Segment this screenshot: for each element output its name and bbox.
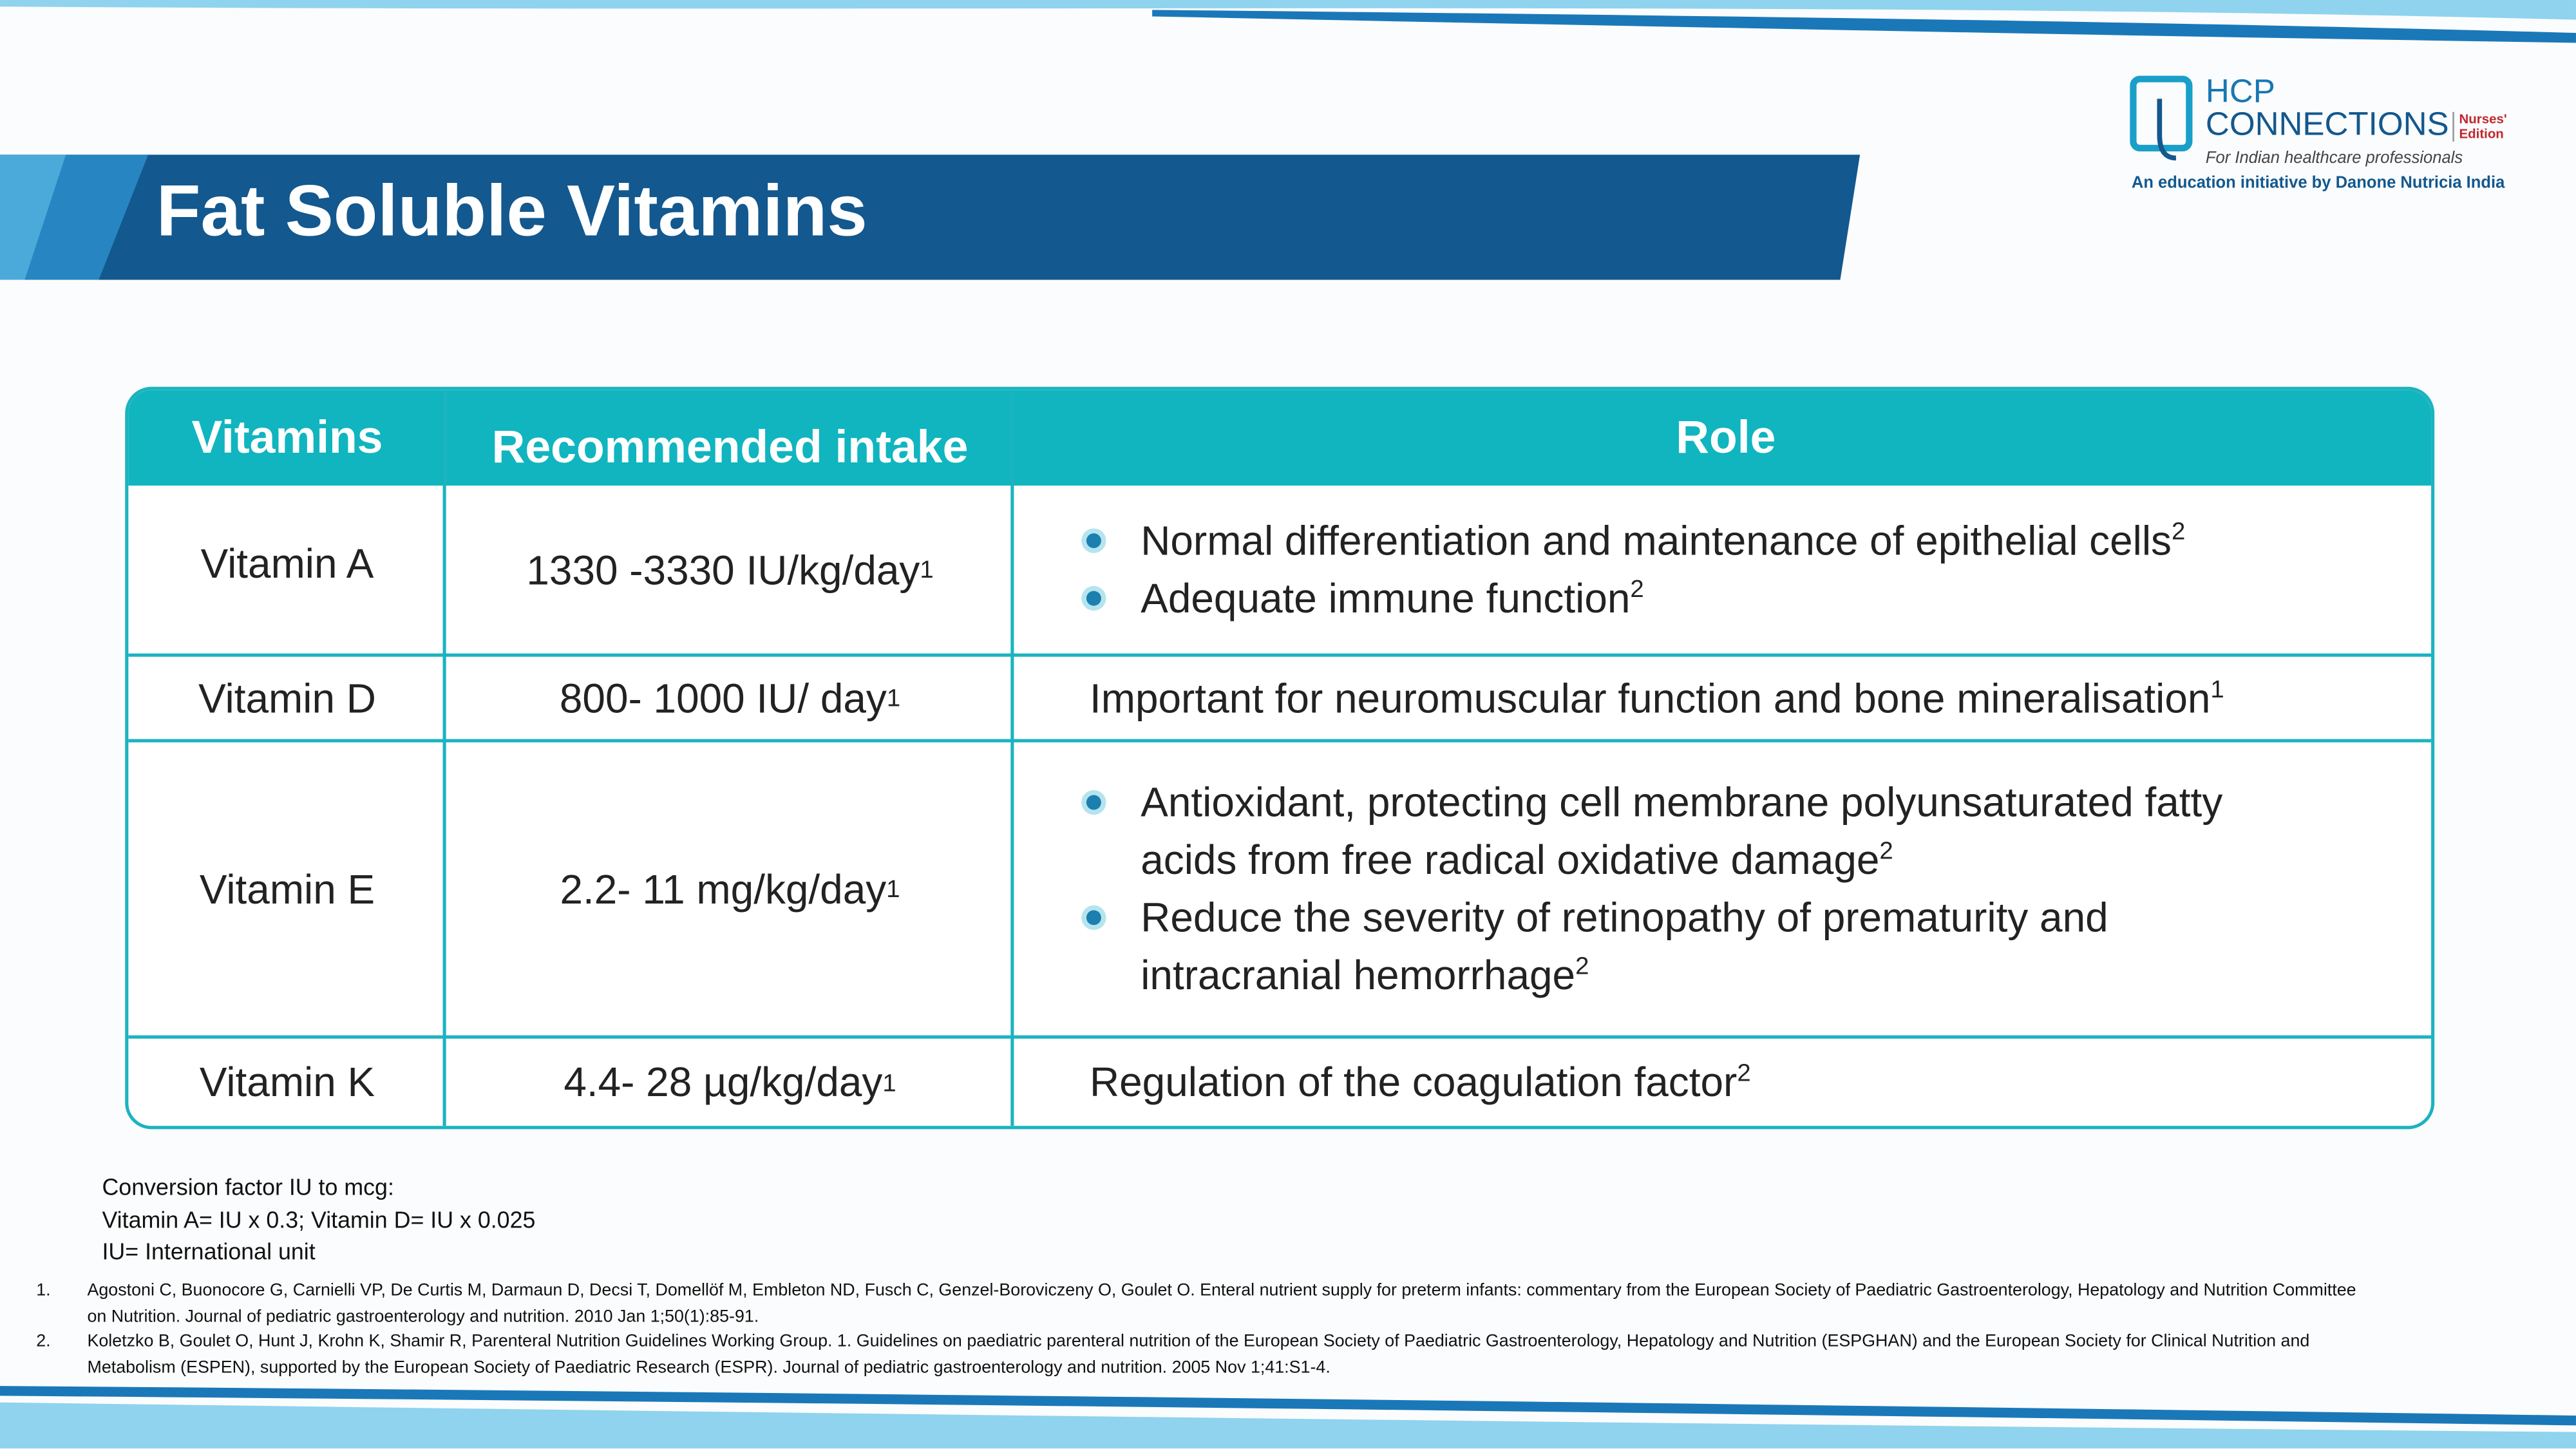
intake-text: 4.4- 28 µg/kg/day <box>564 1059 883 1106</box>
role-cell: Antioxidant, protecting cell membrane po… <box>1014 743 2431 1039</box>
role-ref: 2 <box>1879 837 1893 866</box>
intake-text: 2.2- 11 mg/kg/day <box>560 866 887 913</box>
role-cell: Regulation of the coagulation factor2 <box>1014 1039 2431 1126</box>
header-cell: Recommended intake <box>446 390 1014 486</box>
reference: 2. Koletzko B, Goulet O, Hunt J, Krohn K,… <box>36 1330 2357 1381</box>
vitamin-cell: Vitamin K <box>199 1059 375 1106</box>
intake-cell: 2.2- 11 mg/kg/day 1 <box>446 743 1014 1039</box>
intake-text: 800- 1000 IU/ day <box>559 676 887 722</box>
reference-text: Agostoni C, Buonocore G, Carnielli VP, D… <box>87 1280 2356 1326</box>
slide-title: Fat Soluble Vitamins <box>156 171 867 252</box>
role-list: Antioxidant, protecting cell membrane po… <box>1086 775 2239 1006</box>
role-item: Adequate immune function2 <box>1086 571 2185 629</box>
role-list: Normal differentiation and maintenance o… <box>1086 513 2185 629</box>
intake-cell: 4.4- 28 µg/kg/day 1 <box>446 1039 1014 1126</box>
logo-connections: CONNECTIONS <box>2205 107 2449 144</box>
reference: 1. Agostoni C, Buonocore G, Carnielli VP,… <box>36 1279 2357 1330</box>
references: 1. Agostoni C, Buonocore G, Carnielli VP,… <box>36 1279 2357 1381</box>
reference-number: 1. <box>36 1280 51 1301</box>
row-divider <box>128 739 2432 743</box>
intake-text: 1330 -3330 IU/kg/day <box>526 547 920 594</box>
note-line: Conversion factor IU to mcg: <box>102 1173 394 1200</box>
logo-edition: Nurses' Edition <box>2452 111 2515 142</box>
role-cell: Normal differentiation and maintenance o… <box>1014 486 2431 657</box>
role-text: Normal differentiation and maintenance o… <box>1141 518 2172 565</box>
role-item: Reduce the severity of retinopathy of pr… <box>1086 891 2239 1006</box>
role-item: Antioxidant, protecting cell membrane po… <box>1086 775 2239 891</box>
logo-tagline: For Indian healthcare professionals <box>2205 149 2463 168</box>
role-ref: 1 <box>2210 675 2224 703</box>
role-cell: Important for neuromuscular function and… <box>1014 657 2431 743</box>
vitamin-cell: Vitamin E <box>199 866 375 913</box>
role-text: Regulation of the coagulation factor <box>1090 1059 1738 1106</box>
role-text: Important for neuromuscular function and… <box>1090 676 2211 722</box>
role-text: Adequate immune function <box>1141 576 1631 623</box>
notes: Conversion factor IU to mcg: Vitamin A= I… <box>102 1172 535 1269</box>
role-ref: 2 <box>1737 1059 1751 1088</box>
reference-text: Koletzko B, Goulet O, Hunt J, Krohn K, S… <box>87 1331 2310 1378</box>
reference-number: 2. <box>36 1331 51 1352</box>
vitamin-cell: Vitamin D <box>198 676 376 722</box>
logo-hcp: HCP <box>2205 74 2275 111</box>
row-divider <box>128 653 2432 657</box>
logo-initiative: An education initiative by Danone Nutric… <box>2131 174 2505 193</box>
role-item: Normal differentiation and maintenance o… <box>1086 513 2185 571</box>
intake-cell: 800- 1000 IU/ day 1 <box>446 657 1014 743</box>
intake-cell: 1330 -3330 IU/kg/day 1 <box>446 486 1014 657</box>
row-divider <box>128 1035 2432 1039</box>
note-line: IU= International unit <box>102 1238 316 1264</box>
header-cell: Role <box>1014 390 2432 486</box>
role-ref: 2 <box>2171 518 2186 546</box>
role-ref: 2 <box>1630 575 1644 604</box>
role-ref: 2 <box>1575 952 1589 981</box>
role-text: Antioxidant, protecting cell membrane po… <box>1141 780 2223 884</box>
vitamin-cell: Vitamin A <box>200 540 374 587</box>
table: Vitamins Recommended intake Role Vitamin… <box>125 386 2435 1130</box>
role-text: Regulation of the coagulation factor2 <box>1090 1060 1751 1108</box>
note-line: Vitamin A= IU x 0.3; Vitamin D= IU x 0.0… <box>102 1206 536 1233</box>
role-text: Important for neuromuscular function and… <box>1090 676 2224 723</box>
role-text: Reduce the severity of retinopathy of pr… <box>1141 895 2108 999</box>
header-cell: Vitamins <box>128 390 446 486</box>
